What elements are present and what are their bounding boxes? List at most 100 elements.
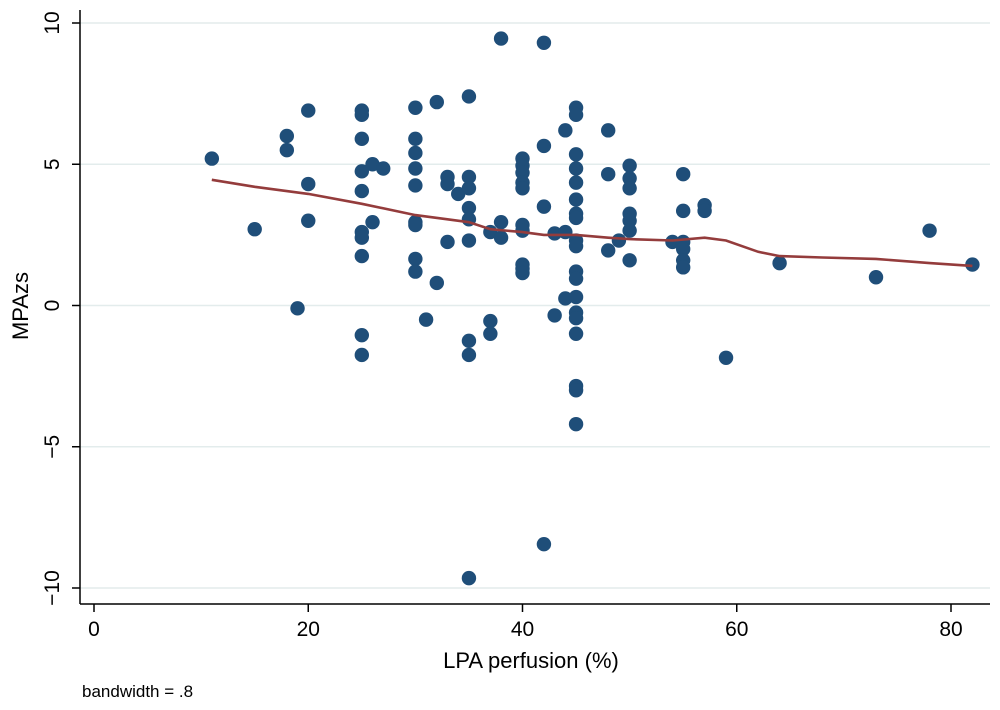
scatter-point — [568, 383, 584, 398]
scatter-point — [568, 107, 584, 123]
scatter-point — [301, 176, 316, 192]
scatter-point — [301, 213, 316, 228]
scatter-point — [547, 308, 562, 323]
lowess-line-group — [211, 178, 973, 268]
scatter-point — [354, 131, 370, 147]
scatter-point — [536, 199, 552, 214]
scatter-point — [601, 243, 616, 258]
scatter-point — [601, 123, 616, 138]
scatter-point — [440, 234, 455, 250]
scatter-point — [568, 210, 584, 226]
scatter-point — [461, 347, 477, 363]
scatter-point — [461, 181, 477, 196]
scatter-point — [279, 142, 295, 158]
y-tick-label: −10 — [41, 570, 64, 606]
scatter-point — [568, 326, 584, 341]
scatter-point — [408, 145, 423, 161]
scatter-point — [408, 217, 423, 233]
x-tick-label: 80 — [939, 618, 962, 641]
scatter-point — [461, 333, 477, 349]
gridlines — [80, 22, 990, 589]
scatter-point — [376, 161, 391, 176]
scatter-point — [622, 158, 637, 173]
scatter-point — [601, 166, 616, 182]
scatter-point — [483, 326, 498, 341]
scatter-point — [568, 271, 584, 286]
scatter-point — [408, 100, 423, 115]
scatter-point — [568, 147, 584, 162]
scatter-point — [461, 89, 477, 104]
axes — [72, 10, 990, 612]
scatter-point — [718, 350, 734, 365]
scatter-point — [536, 35, 552, 50]
scatter-point — [622, 253, 637, 268]
scatter-point — [965, 257, 980, 272]
scatter-point — [568, 416, 584, 432]
scatter-point — [622, 181, 637, 196]
scatter-point — [558, 123, 573, 138]
scatter-point — [622, 223, 637, 238]
scatter-point — [568, 175, 584, 190]
bandwidth-note: bandwidth = .8 — [82, 682, 194, 701]
scatter-point — [354, 107, 370, 123]
scatter-point — [515, 165, 530, 180]
scatter-point — [429, 94, 444, 110]
scatter-point — [515, 265, 530, 281]
scatter-point — [354, 347, 370, 363]
scatter-point — [354, 248, 370, 264]
scatter-point — [354, 230, 370, 245]
scatter-point — [675, 166, 691, 182]
scatter-point — [568, 192, 584, 207]
scatter-point — [515, 181, 530, 196]
scatter-point — [568, 238, 584, 254]
scatter-point — [461, 233, 477, 248]
scatter-point — [665, 234, 680, 250]
scatter-point — [461, 570, 477, 586]
y-axis-label: MPAzs — [8, 272, 33, 340]
scatter-point — [536, 138, 552, 154]
scatter-point — [568, 289, 584, 305]
scatter-point — [493, 214, 509, 230]
scatter-point — [408, 161, 423, 176]
scatter-point — [408, 251, 423, 267]
y-tick-label: 5 — [41, 158, 64, 170]
scatter-point — [536, 537, 552, 552]
scatter-point — [697, 203, 712, 219]
scatter-point — [247, 222, 262, 237]
scatter-point — [868, 270, 884, 285]
x-axis-label: LPA perfusion (%) — [443, 648, 619, 673]
scatter-point — [204, 151, 220, 166]
scatter-point — [354, 183, 370, 199]
scatter-point — [568, 311, 584, 326]
scatter-point — [365, 214, 380, 230]
scatter-point — [547, 226, 562, 241]
scatter-point — [515, 223, 530, 238]
x-tick-label: 60 — [725, 618, 748, 641]
scatter-point — [451, 186, 466, 202]
y-tick-label: −5 — [41, 435, 64, 459]
scatter-point — [675, 203, 691, 219]
scatter-point — [675, 241, 691, 257]
x-tick-label: 0 — [88, 618, 100, 641]
scatter-point — [611, 233, 627, 248]
scatter-point — [440, 176, 455, 192]
scatter-point — [483, 313, 498, 329]
scatter-point — [772, 255, 787, 271]
scatter-point — [622, 171, 637, 186]
scatter-point — [279, 128, 295, 144]
scatter-point — [290, 301, 305, 316]
lowess-line — [211, 178, 973, 268]
scatter-point — [408, 264, 423, 279]
scatter-point — [429, 275, 444, 291]
x-tick-label: 20 — [297, 618, 320, 641]
scatter-point — [301, 103, 316, 118]
scatter-point — [493, 31, 509, 46]
scatter-point — [675, 260, 691, 275]
scatter-point — [461, 169, 477, 185]
scatter-point — [622, 213, 637, 228]
scatter-point — [408, 178, 423, 193]
data-points — [204, 31, 980, 586]
scatter-point — [418, 312, 434, 327]
scatter-point — [354, 164, 370, 179]
